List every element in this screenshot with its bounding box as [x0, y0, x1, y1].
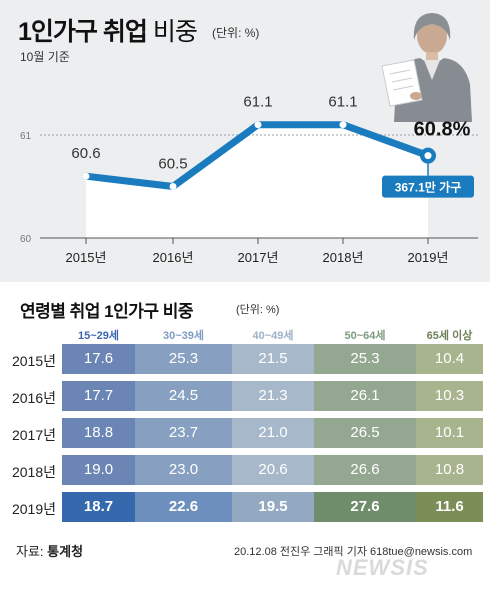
table-cell: 23.7 — [135, 418, 232, 448]
table-cell: 24.5 — [135, 381, 232, 411]
data-label: 60.6 — [71, 145, 100, 162]
source-label: 자료: 통계청 — [16, 544, 84, 559]
table-cell: 21.5 — [232, 344, 314, 374]
table-cell: 10.8 — [416, 455, 483, 485]
data-point — [339, 121, 347, 129]
data-point — [169, 183, 177, 190]
table-cell: 23.0 — [135, 455, 232, 485]
x-tick-label: 2019년 — [408, 250, 449, 265]
data-point — [82, 172, 90, 180]
data-label: 60.8% — [414, 119, 471, 141]
data-label: 61.1 — [328, 94, 357, 111]
table-unit-label: (단위: %) — [236, 304, 280, 316]
row-label: 2015년 — [11, 353, 57, 369]
table-cell: 11.6 — [416, 492, 483, 522]
table-cell: 27.6 — [314, 492, 416, 522]
callout-box — [382, 175, 474, 198]
data-point — [254, 121, 262, 129]
line-area — [86, 124, 428, 238]
table-cell: 26.6 — [314, 455, 416, 485]
table-cell: 26.5 — [314, 418, 416, 448]
row-label: 2018년 — [11, 464, 57, 480]
x-tick-label: 2015년 — [66, 250, 107, 265]
column-header: 50~64세 — [344, 330, 386, 342]
data-point-center — [424, 152, 432, 160]
table-cell: 22.6 — [135, 492, 232, 522]
x-tick-label: 2016년 — [153, 250, 194, 265]
data-label: 61.1 — [243, 94, 272, 111]
table-cell: 10.4 — [416, 344, 483, 374]
y-tick-label: 61 — [20, 131, 32, 142]
table-cell: 20.6 — [232, 455, 314, 485]
table-cell: 10.3 — [416, 381, 483, 411]
data-label: 60.5 — [158, 156, 187, 173]
table-cell: 18.7 — [62, 492, 135, 522]
person-illustration — [381, 13, 472, 122]
table-title: 연령별 취업 1인가구 비중 — [20, 302, 194, 321]
basis-label: 10월 기준 — [20, 50, 70, 64]
table-cell: 25.3 — [135, 344, 232, 374]
column-header: 65세 이상 — [426, 330, 473, 342]
table-cell: 25.3 — [314, 344, 416, 374]
table-cell: 21.0 — [232, 418, 314, 448]
newsis-logo: NEWSIS — [336, 555, 429, 580]
table-cell: 17.6 — [62, 344, 135, 374]
column-header: 15~29세 — [77, 330, 119, 342]
table-cell: 10.1 — [416, 418, 483, 448]
unit-label: (단위: %) — [212, 26, 260, 40]
x-tick-label: 2018년 — [323, 250, 364, 265]
y-tick-label: 60 — [20, 234, 32, 245]
annotation-label: 367.1만 가구 — [395, 180, 461, 195]
line-chart: 61 60 2015년 2016년 2017년 2018년 2019년 60.6 60.5 61.… — [20, 13, 478, 265]
table-cell: 19.5 — [232, 492, 314, 522]
table-cell: 18.8 — [62, 418, 135, 448]
chart-title: 1인가구 취업 비중 — [18, 18, 198, 46]
row-label: 2017년 — [11, 427, 57, 443]
x-tick-label: 2017년 — [238, 250, 279, 265]
table-cell: 17.7 — [62, 381, 135, 411]
column-header: 30~39세 — [162, 330, 204, 342]
table-cell: 21.3 — [232, 381, 314, 411]
table-cell: 26.1 — [314, 381, 416, 411]
column-header: 40~49세 — [252, 330, 294, 342]
row-label: 2019년 — [11, 501, 57, 517]
row-label: 2016년 — [11, 390, 57, 406]
table-cell: 19.0 — [62, 455, 135, 485]
credit-text: 20.12.08 전진우 그래픽 기자 618tue@newsis.com — [234, 546, 473, 558]
